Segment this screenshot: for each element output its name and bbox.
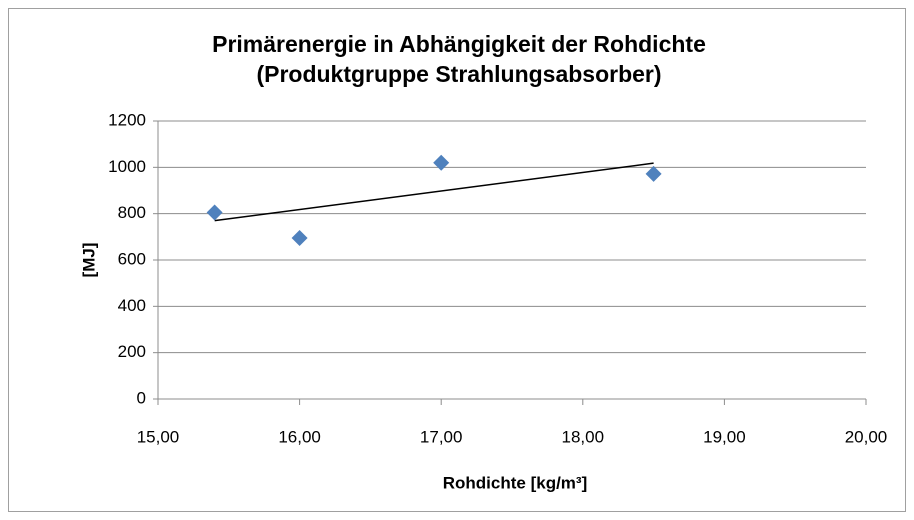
- chart-subtitle: (Produktgruppe Strahlungsabsorber): [256, 61, 661, 87]
- point: [291, 229, 308, 246]
- y-tick-label: 1200: [108, 110, 146, 129]
- x-tick-label: 16,00: [278, 427, 321, 446]
- x-tick-label: 15,00: [137, 427, 180, 446]
- y-axis-title: [MJ]: [79, 243, 98, 278]
- y-tick-label: 600: [118, 249, 146, 268]
- trendline: [214, 162, 654, 222]
- x-axis-title: Rohdichte [kg/m³]: [443, 473, 588, 492]
- chart-title: Primärenergie in Abhängigkeit der Rohdic…: [212, 31, 706, 57]
- y-tick-label: 0: [137, 388, 146, 407]
- x-tick-label: 17,00: [420, 427, 463, 446]
- y-tick-label: 1000: [108, 157, 146, 176]
- point: [206, 204, 223, 221]
- y-tick-label: 200: [118, 342, 146, 361]
- point: [645, 165, 662, 182]
- x-tick-label: 19,00: [703, 427, 746, 446]
- y-tick-label: 800: [118, 203, 146, 222]
- x-tick-label: 18,00: [562, 427, 605, 446]
- x-tick-label: 20,00: [845, 427, 888, 446]
- y-tick-label: 400: [118, 296, 146, 315]
- point: [433, 154, 450, 171]
